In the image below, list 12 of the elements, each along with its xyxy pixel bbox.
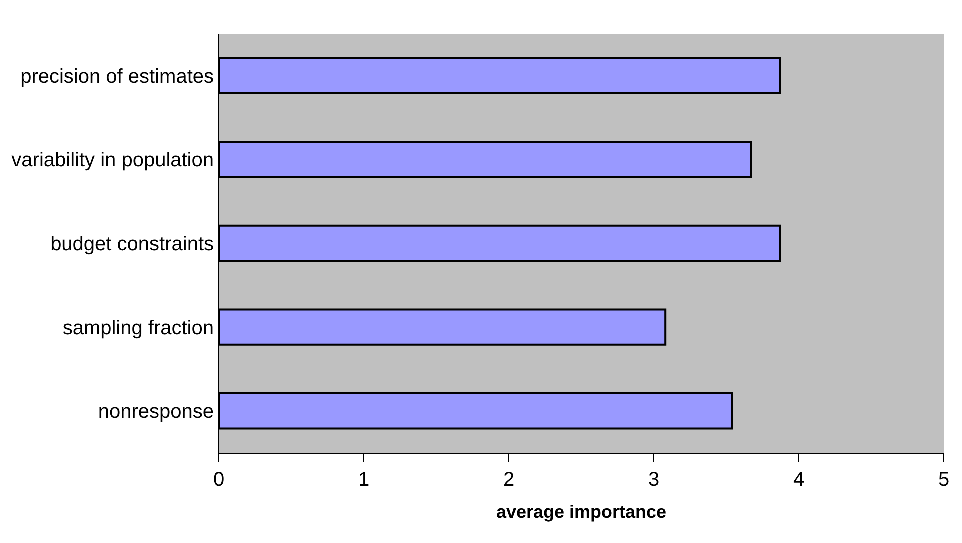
x-tick-label: 0 <box>213 469 225 491</box>
x-tick-label: 3 <box>648 469 660 491</box>
x-axis-title: average importance <box>496 502 667 522</box>
x-tick-label: 4 <box>793 469 805 491</box>
x-tick-label: 1 <box>358 469 370 491</box>
x-tick-label: 2 <box>503 469 515 491</box>
y-tick-label: budget constraints <box>50 234 214 256</box>
y-tick-label: variability in population <box>12 150 214 172</box>
y-tick-label: precision of estimates <box>20 66 214 88</box>
y-tick-label: nonresponse <box>98 401 214 424</box>
x-tick-label: 5 <box>938 469 950 491</box>
y-tick-label: sampling fraction <box>62 317 214 340</box>
